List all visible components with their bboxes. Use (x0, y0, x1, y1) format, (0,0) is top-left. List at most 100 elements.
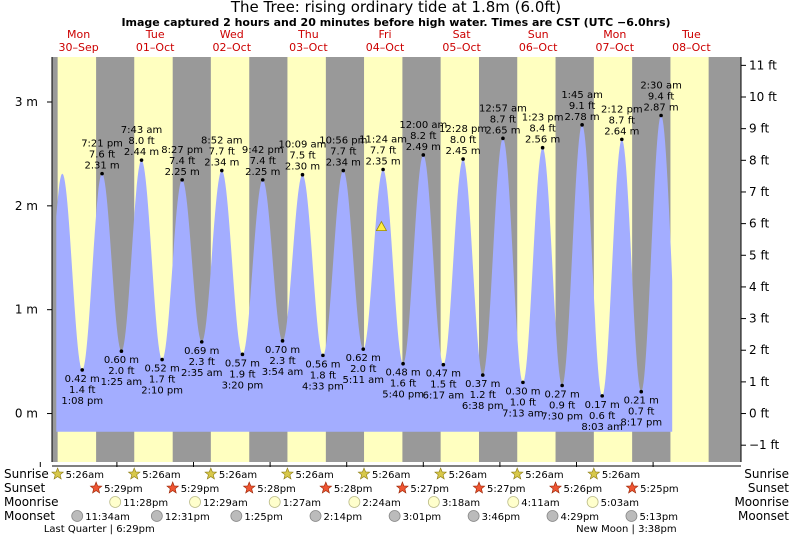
sunrise-time: 5:26am (142, 470, 180, 481)
moonset-icon (230, 510, 243, 522)
right-axis-label: 2 ft (749, 343, 769, 357)
sunrise-star-icon (51, 467, 65, 480)
moonset-icon (625, 510, 638, 522)
sunrise-star-icon (434, 467, 448, 480)
sunrise-time: 5:26am (219, 470, 257, 481)
sunrise-star-icon (357, 467, 371, 480)
moonrise-icon (586, 496, 599, 508)
high-tide-time: 9:42 pm (242, 145, 284, 156)
low-tide-point (199, 340, 204, 344)
low-tide-meters: 0.30 m (505, 386, 540, 397)
sunrise-time: 5:26am (449, 470, 487, 481)
right-axis-label: 4 ft (749, 280, 769, 294)
low-tide-meters: 0.27 m (545, 389, 580, 400)
right-axis-label: 3 ft (749, 312, 769, 326)
moonset-time: 3:01pm (403, 512, 442, 523)
moonrise-time: 3:18am (442, 498, 480, 509)
sunrise-star-icon (127, 467, 141, 480)
high-tide-time: 10:56 pm (319, 136, 367, 147)
sunset-time: 5:29pm (104, 484, 143, 495)
day-name-label: Wed (220, 28, 244, 41)
current-level-marker (375, 220, 388, 232)
high-tide-time: 2:30 am (640, 80, 682, 91)
low-tide-time: 7:13 am (502, 408, 544, 419)
chart-subtitle: Image captured 2 hours and 20 minutes be… (121, 16, 670, 29)
low-tide-feet: 2.3 ft (269, 356, 295, 367)
high-tide-point (341, 168, 346, 173)
low-tide-point (240, 352, 245, 357)
high-tide-meters: 2.78 m (564, 112, 599, 123)
high-tide-meters: 2.45 m (445, 146, 480, 157)
low-tide-meters: 0.21 m (624, 396, 659, 407)
low-tide-meters: 0.62 m (346, 353, 381, 364)
low-tide-time: 5:11 am (342, 375, 384, 386)
low-tide-feet: 1.5 ft (430, 380, 456, 391)
day-date-label: 03–Oct (289, 41, 328, 54)
high-tide-feet: 8.7 ft (609, 115, 635, 126)
high-tide-point (260, 178, 265, 182)
day-labels: Mon30–SepTue01–OctWed02–OctThu03–OctFri0… (58, 28, 711, 54)
moonset-icon (546, 510, 559, 522)
high-tide-time: 8:52 am (201, 136, 243, 147)
tide-labels: 0.42 m1.4 ft1:08 pm 7:21 pm7.6 ft2.31 m 0.… (61, 80, 681, 432)
high-tide-meters: 2.25 m (245, 167, 280, 178)
day-name-label: Mon (603, 28, 626, 41)
moonset-icon (467, 510, 480, 522)
low-tide-point (80, 368, 85, 372)
right-axis-label: 9 ft (749, 122, 769, 136)
high-tide-feet: 7.6 ft (89, 150, 115, 161)
moonset-time: 11:34am (85, 512, 130, 523)
chart-title: The Tree: rising ordinary tide at 1.8m (… (230, 0, 561, 16)
right-axis-label: 6 ft (749, 217, 769, 231)
low-tide-feet: 0.6 ft (589, 411, 615, 422)
high-tide-point (540, 145, 545, 150)
high-tide-feet: 8.0 ft (450, 135, 476, 146)
day-name-label: Tue (145, 28, 165, 41)
low-tide-point (560, 383, 564, 388)
high-tide-meters: 2.34 m (204, 158, 239, 169)
high-tide-meters: 2.64 m (604, 126, 639, 137)
high-tide-time: 1:23 pm (522, 113, 564, 124)
day-name-label: Mon (67, 28, 90, 41)
moonset-time: 5:13pm (639, 512, 678, 523)
sunset-row-label-right: Sunset (748, 481, 789, 495)
low-tide-feet: 1.7 ft (149, 375, 175, 386)
low-tide-feet: 1.9 ft (229, 369, 255, 380)
sunset-time: 5:27pm (487, 484, 526, 495)
low-tide-feet: 2.0 ft (108, 366, 134, 377)
high-tide-point (620, 137, 624, 142)
low-tide-time: 3:54 am (262, 367, 304, 378)
low-tide-meters: 0.17 m (585, 400, 620, 411)
low-tide-time: 2:35 am (181, 368, 223, 379)
low-tide-feet: 2.3 ft (189, 357, 215, 368)
low-tide-point (480, 373, 485, 377)
high-tide-meters: 2.25 m (165, 167, 200, 178)
low-tide-time: 6:38 pm (462, 401, 504, 412)
high-tide-feet: 7.4 ft (169, 156, 195, 167)
high-tide-time: 2:12 pm (601, 104, 643, 115)
sunset-time: 5:26pm (564, 484, 603, 495)
low-tide-feet: 0.9 ft (549, 400, 575, 411)
right-axis-label: 0 ft (749, 407, 769, 421)
moonrise-time: 5:03am (601, 498, 639, 509)
sunset-star-icon (89, 481, 103, 494)
tide-height-area (56, 115, 673, 432)
high-tide-meters: 2.65 m (485, 125, 520, 136)
low-tide-meters: 0.56 m (305, 359, 340, 370)
right-axis-label: 1 ft (749, 375, 769, 389)
sunrise-star-icon (510, 467, 524, 480)
high-tide-point (139, 158, 144, 162)
sunset-time: 5:29pm (181, 484, 220, 495)
low-tide-point (361, 347, 366, 351)
day-date-label: 01–Oct (136, 41, 175, 54)
low-tide-time: 2:10 pm (141, 386, 183, 397)
moonset-row-label-left: Moonset (4, 509, 55, 523)
high-tide-feet: 7.7 ft (330, 147, 356, 158)
low-tide-time: 1:08 pm (61, 396, 103, 407)
low-tide-point (441, 362, 446, 367)
low-tide-time: 8:03 am (581, 422, 623, 433)
day-date-label: 07–Oct (596, 41, 635, 54)
moonset-time: 1:25pm (244, 512, 283, 523)
sunset-star-icon (319, 481, 333, 494)
sunrise-time: 5:26am (66, 470, 104, 481)
